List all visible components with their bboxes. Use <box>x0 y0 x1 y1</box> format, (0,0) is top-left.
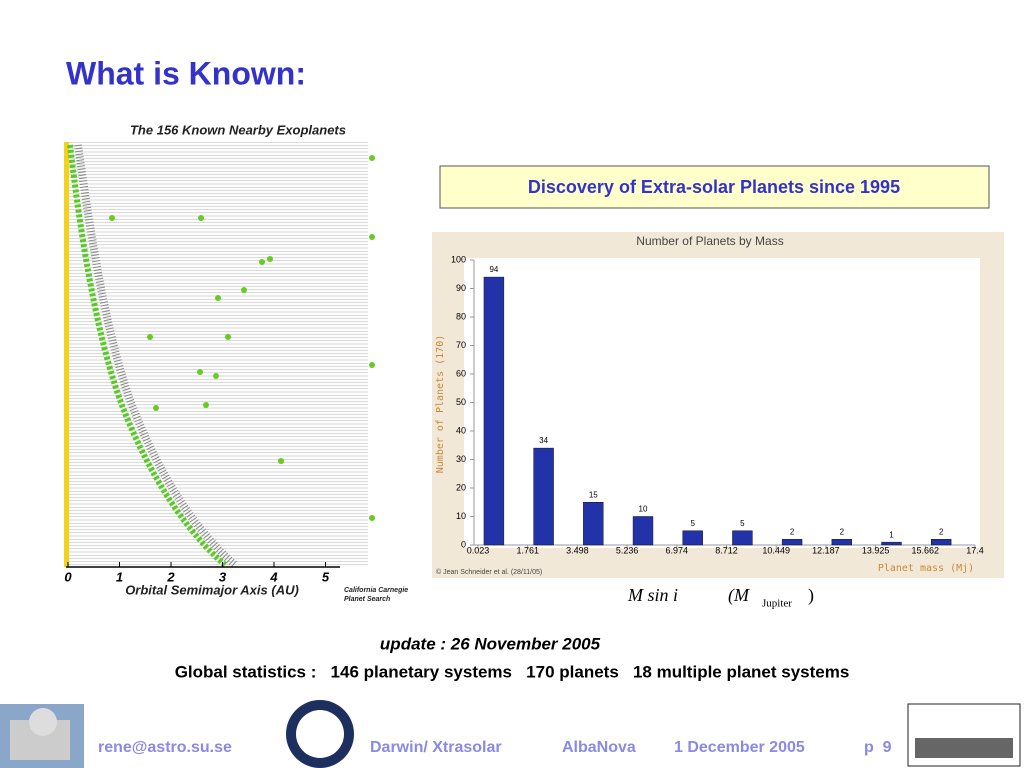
banner: Discovery of Extra-solar Planets since 1… <box>528 177 900 197</box>
value-label: 15 <box>589 490 598 499</box>
y-tick-label: 10 <box>456 511 466 521</box>
y-tick-label: 70 <box>456 340 466 350</box>
bar <box>632 516 654 546</box>
y-tick-label: 60 <box>456 368 466 378</box>
value-label: 1 <box>889 530 894 539</box>
x-tick-label: 5.236 <box>616 545 639 555</box>
x-tick-label: 13.925 <box>862 545 890 555</box>
mass-note: M sin i <box>627 585 678 605</box>
x-tick-label: 10.449 <box>762 545 790 555</box>
y-tick-label: 50 <box>456 397 466 407</box>
value-label: 34 <box>539 436 548 445</box>
x-tick-label: 3.498 <box>566 545 589 555</box>
y-tick-label: 30 <box>456 454 466 464</box>
value-label: 5 <box>690 519 695 528</box>
x-tick-label: 15.662 <box>912 545 940 555</box>
bar <box>931 539 952 546</box>
footer-page: p 9 <box>864 739 892 756</box>
bar <box>881 541 902 546</box>
x-tick-label: 5 <box>322 569 330 584</box>
value-label: 10 <box>639 505 648 514</box>
value-label: 94 <box>489 265 498 274</box>
chart-credit: © Jean Schneider et al. (28/11/05) <box>436 568 542 576</box>
bar <box>682 530 703 546</box>
chart-title: Number of Planets by Mass <box>636 234 783 248</box>
footer-email: rene@astro.su.se <box>98 739 232 756</box>
stats: Global statistics : 146 planetary system… <box>175 662 850 681</box>
value-label: 2 <box>939 527 944 536</box>
y-axis-label: Number of Planets (170) <box>435 335 446 473</box>
x-tick-label: 1 <box>116 569 123 584</box>
figure-credit: Planet Search <box>344 596 390 603</box>
x-tick-label: 1.761 <box>516 545 539 555</box>
bar <box>831 539 853 546</box>
y-tick-label: 90 <box>456 283 466 293</box>
banner-box <box>439 165 990 209</box>
x-tick-label: 4 <box>269 569 278 584</box>
update: update : 26 November 2005 <box>380 634 601 653</box>
value-label: 5 <box>740 519 745 528</box>
x-tick-label: 6.974 <box>666 545 689 555</box>
x-tick-label: 3 <box>219 569 227 584</box>
mass-unit-close: ) <box>808 585 814 606</box>
y-tick-label: 80 <box>456 311 466 321</box>
x-tick-label: 17.4 <box>966 545 984 555</box>
bar <box>533 447 554 546</box>
bar <box>483 276 505 546</box>
y-tick-label: 0 <box>461 539 466 549</box>
exoplanet-figure: The 156 Known Nearby Exoplanets Orbital … <box>36 122 408 605</box>
footer-date: 1 December 2005 <box>674 739 805 756</box>
y-tick-label: 40 <box>456 425 466 435</box>
y-tick-label: 20 <box>456 482 466 492</box>
mass-unit: (M <box>728 585 750 606</box>
bar <box>781 539 803 546</box>
footer-event: Darwin/ Xtrasolar <box>370 739 502 756</box>
x-axis-label: Planet mass (Mj) <box>878 563 974 574</box>
x-tick-label: 8.712 <box>715 545 738 555</box>
figure-credit: California Carnegie <box>344 587 408 594</box>
bar <box>583 502 604 546</box>
y-tick-label: 100 <box>451 254 466 264</box>
figure-title: The 156 Known Nearby Exoplanets <box>130 122 346 137</box>
x-tick-label: 0 <box>64 569 72 584</box>
bar <box>732 530 753 546</box>
footer-venue: AlbaNova <box>562 739 636 756</box>
footer: rene@astro.su.se Darwin/ Xtrasolar AlbaN… <box>0 700 1021 768</box>
x-tick-label: 0.023 <box>467 545 490 555</box>
mass-unit-sub: Jupiter <box>762 598 792 610</box>
figure-xlabel: Orbital Semimajor Axis (AU) <box>125 582 299 597</box>
slide-title: What is Known: <box>66 55 306 91</box>
value-label: 2 <box>840 527 845 536</box>
x-tick-label: 12.187 <box>812 545 840 555</box>
x-tick-label: 2 <box>166 569 175 584</box>
value-label: 2 <box>790 527 795 536</box>
